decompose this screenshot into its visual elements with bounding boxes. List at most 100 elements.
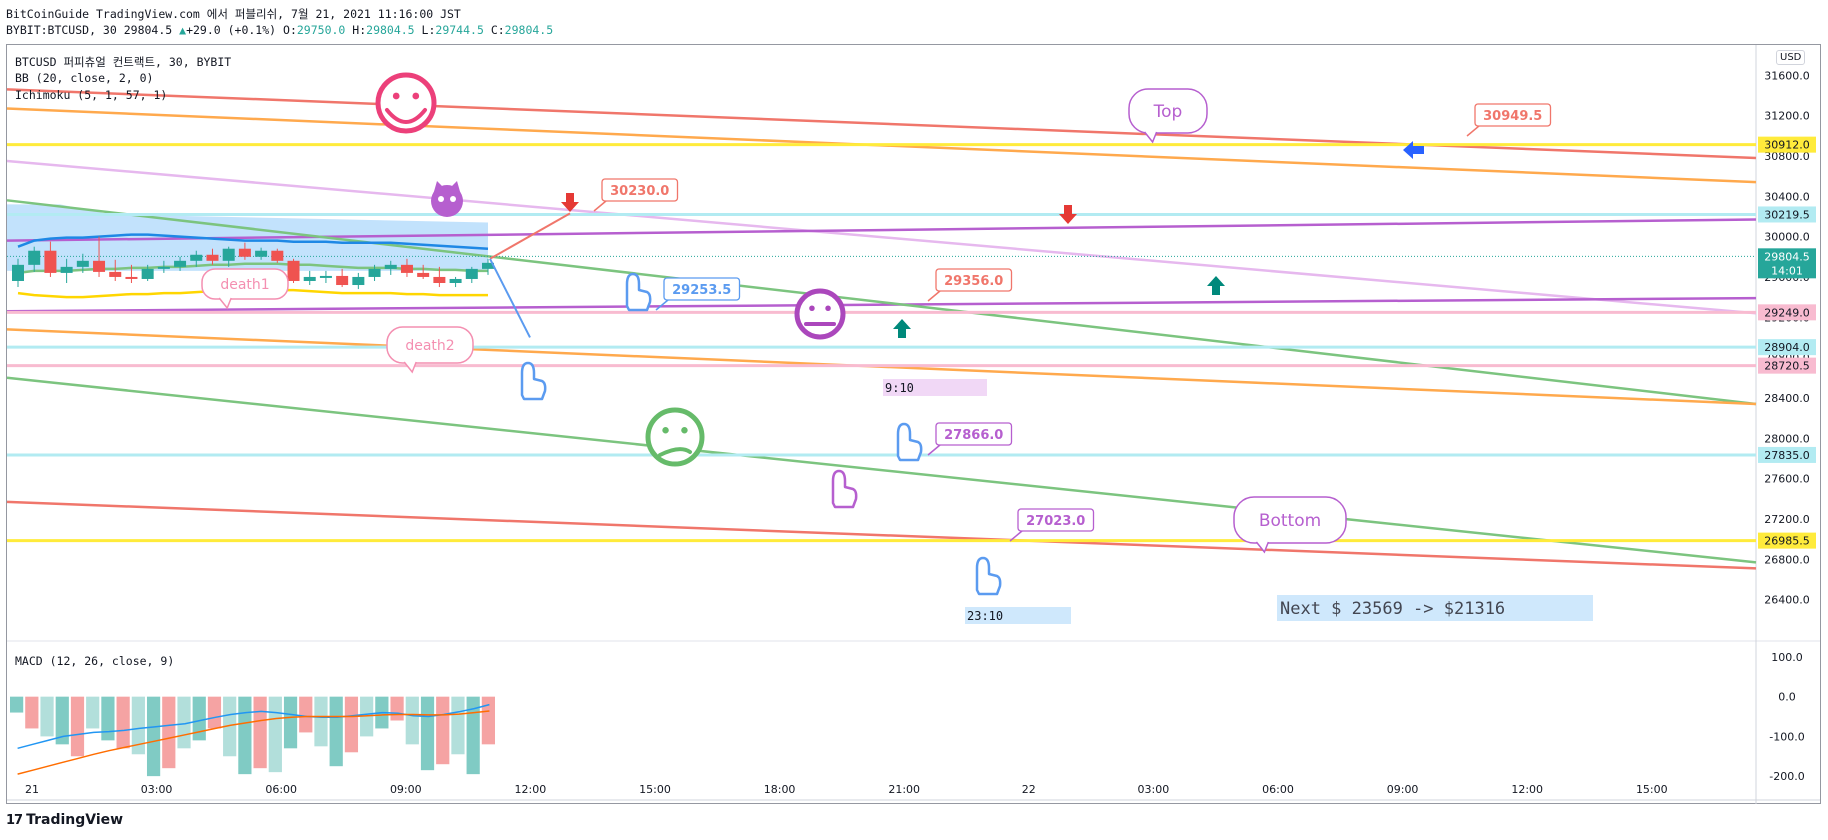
macd-histogram-bar xyxy=(207,696,222,729)
callout-29253: 29253.5 xyxy=(672,283,731,298)
legend-macd[interactable]: MACD (12, 26, close, 9) xyxy=(15,654,175,668)
projection-arrow-down xyxy=(489,258,531,338)
candle-body xyxy=(303,276,316,281)
cat-ears-icon xyxy=(433,181,461,195)
macd-histogram-bar xyxy=(238,696,252,775)
candle-body xyxy=(60,266,73,273)
macd-y-tick-label: -200.0 xyxy=(1769,770,1804,783)
macd-histogram-bar xyxy=(86,696,100,729)
candle-body xyxy=(28,250,41,265)
x-tick-label: 18:00 xyxy=(764,783,796,796)
legend-bb[interactable]: BB (20, close, 2, 0) xyxy=(15,71,154,85)
macd-histogram-bar xyxy=(131,696,145,755)
arrow-down-icon xyxy=(561,193,579,212)
symbol-label[interactable]: BYBIT:BTCUSD, 30 xyxy=(6,23,117,37)
macd-histogram-bar xyxy=(223,696,237,757)
tradingview-logo[interactable]: 17 TradingView xyxy=(6,812,123,828)
candle-body xyxy=(206,254,219,261)
level-tag-label: 28720.5 xyxy=(1764,360,1810,373)
candle-body xyxy=(384,264,397,269)
macd-histogram-bar xyxy=(360,696,374,737)
legend-ichimoku[interactable]: Ichimoku (5, 1, 57, 1) xyxy=(15,88,168,102)
trendline xyxy=(6,296,1757,313)
macd-histogram-bar xyxy=(466,696,480,775)
level-tag xyxy=(1758,339,1816,356)
happy-face-icon-eye xyxy=(392,92,400,100)
callout-27023-pointer xyxy=(1009,530,1023,542)
close-value: 29804.5 xyxy=(504,23,554,37)
happy-face-icon-eye xyxy=(412,92,420,100)
macd-y-tick-label: -100.0 xyxy=(1769,730,1804,743)
happy-face-icon-mouth xyxy=(385,108,427,124)
macd-histogram-bar xyxy=(40,696,54,737)
level-tag-label: 30219.5 xyxy=(1764,208,1810,221)
hand-pointer-icon xyxy=(896,422,923,462)
candle-body xyxy=(465,268,478,279)
note-death1-tail xyxy=(218,297,232,310)
note-death2-tail xyxy=(403,361,417,374)
level-tag-label: 27835.0 xyxy=(1764,449,1810,462)
x-tick-label: 15:00 xyxy=(639,783,671,796)
candle-body xyxy=(238,248,251,257)
neutral-face-icon-eye xyxy=(809,305,815,312)
callout-29356-box xyxy=(935,268,1013,292)
x-tick-label: 09:00 xyxy=(390,783,422,796)
projection-arrow-up xyxy=(489,212,571,260)
macd-histogram-bar xyxy=(314,696,328,747)
candle-body xyxy=(76,260,89,267)
currency-badge[interactable]: USD xyxy=(1776,50,1806,65)
open-label: O: xyxy=(283,23,297,37)
note-bottom: Bottom xyxy=(1259,511,1321,531)
dizzy-face-icon-mouth xyxy=(658,447,692,457)
hand-pointer-icon xyxy=(975,556,1002,596)
note-910: 9:10 xyxy=(885,381,914,395)
y-tick-label: 26400.0 xyxy=(1764,594,1810,607)
candle-body xyxy=(482,262,494,269)
callout-27866-box xyxy=(935,422,1013,446)
hand-pointer-icon xyxy=(831,469,858,509)
dizzy-face-icon-eye xyxy=(662,427,669,434)
change-arrow: ▲ xyxy=(179,23,187,37)
close-label: C: xyxy=(490,23,505,37)
publish-info: BitCoinGuide TradingView.com 에서 퍼블리쉬, 7월… xyxy=(6,7,461,21)
tradingview-mark-icon: 17 xyxy=(6,812,23,828)
countdown-label: 14:01 xyxy=(1771,264,1803,277)
arrow-up-icon xyxy=(1207,276,1225,295)
y-tick-label: 27600.0 xyxy=(1764,473,1810,486)
macd-histogram-bar xyxy=(268,696,282,773)
note-top-bubble xyxy=(1128,88,1208,134)
target-highlight xyxy=(1277,595,1593,621)
candle-body xyxy=(433,276,446,283)
level-tag xyxy=(1758,206,1816,223)
brand-name: TradingView xyxy=(26,812,124,828)
candle-body xyxy=(157,266,170,269)
macd-y-tick-label: 100.0 xyxy=(1771,651,1803,664)
time-highlight-2310 xyxy=(965,607,1071,624)
signal-line xyxy=(17,710,490,775)
callout-30949: 30949.5 xyxy=(1483,109,1542,124)
macd-histogram-bar xyxy=(55,696,69,745)
note-death2-bubble xyxy=(386,326,474,364)
macd-histogram-bar xyxy=(70,696,85,757)
candle-body xyxy=(255,250,268,257)
macd-histogram-bar xyxy=(101,696,115,741)
open-value: 29750.0 xyxy=(296,23,346,37)
candle-body xyxy=(44,250,57,273)
candle-body xyxy=(400,264,413,273)
trendline xyxy=(6,218,1757,242)
macd-histogram-bar xyxy=(481,696,495,745)
chart-frame xyxy=(6,44,1821,804)
note-death2: death2 xyxy=(405,338,454,354)
legend-symbol[interactable]: BTCUSD 퍼피츄얼 컨트랙트, 30, BYBIT xyxy=(15,55,232,69)
high-value: 29804.5 xyxy=(366,23,415,37)
level-tag xyxy=(1758,248,1816,279)
candle-body xyxy=(352,276,365,286)
callout-30949-box xyxy=(1474,103,1552,127)
candle-body xyxy=(449,278,462,283)
callout-27866: 27866.0 xyxy=(944,428,1003,443)
candle-body xyxy=(319,275,332,278)
x-tick-label: 22 xyxy=(1022,783,1036,796)
trendline xyxy=(6,199,1757,406)
symbol-ohlc-line: BYBIT:BTCUSD, 30 29804.5 ▲+29.0 (+0.1%) … xyxy=(6,23,553,37)
